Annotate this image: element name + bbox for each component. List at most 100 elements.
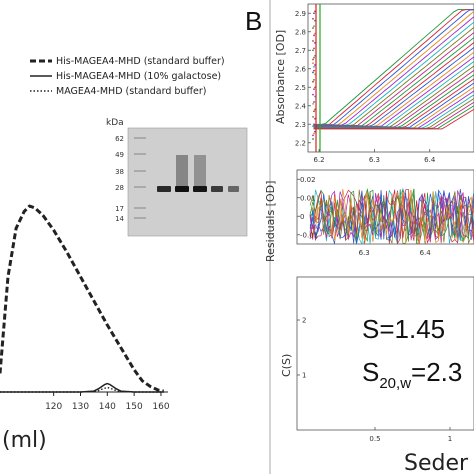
abs-x-tick-label: 6.3 — [369, 156, 380, 164]
abs-scan-point — [312, 134, 314, 137]
legend-label-3: MAGEA4-MHD (standard buffer) — [56, 86, 206, 97]
abs-scan-point — [312, 40, 314, 42]
abs-y-tick-label: 2.6 — [295, 65, 307, 73]
residual-trace — [309, 189, 474, 244]
abs-scan-point — [313, 132, 315, 135]
residual-trace — [309, 188, 474, 244]
abs-scan-curve — [313, 9, 474, 125]
abs-scan-point — [312, 49, 314, 52]
legend-item-1: His-MAGEA4-MHD (standard buffer) — [30, 56, 225, 67]
res-y-tick-label: -0.01 — [300, 231, 318, 239]
residuals-plot: 0.02 0.01 0 -0.01 6.3 6.4 Residuals [OD] — [264, 169, 474, 262]
res-x-tick-label: 6.3 — [359, 249, 370, 257]
gel-ladder-band — [134, 170, 146, 172]
legend-label-2: His-MAGEA4-MHD (10% galactose) — [56, 71, 221, 82]
legend-item-3: MAGEA4-MHD (standard buffer) — [30, 86, 206, 97]
gel-inset: kDa 62 49 38 28 17 14 — [106, 118, 248, 237]
gel-marker-label: 38 — [115, 168, 124, 176]
s-value-text: S=1.45 — [362, 314, 445, 344]
residual-trace — [309, 188, 474, 244]
s20w-main: S — [362, 357, 379, 387]
gel-marker-label: 49 — [115, 151, 124, 159]
abs-scan-point — [312, 17, 314, 20]
gel-unit-label: kDa — [106, 118, 124, 128]
x-tick-label: 140 — [99, 402, 116, 412]
gel-ladder-band — [134, 137, 146, 139]
abs-scan-point — [313, 66, 315, 68]
residual-trace — [309, 190, 474, 242]
abs-scan-point — [312, 115, 314, 118]
abs-scan-point — [313, 88, 315, 90]
res-y-tick-label: 0 — [300, 213, 304, 221]
abs-scan-curve — [313, 10, 474, 126]
gel-marker-label: 28 — [115, 184, 124, 192]
abs-scan-point — [313, 78, 315, 81]
x-tick-label: 130 — [72, 402, 89, 412]
res-x-tick-label: 6.4 — [420, 249, 432, 257]
gel-ladder-band — [134, 217, 146, 219]
abs-scan-point — [313, 69, 315, 72]
cs-xlabel: Seder — [404, 451, 469, 474]
gel-protein-band — [175, 186, 189, 192]
gel-lane-smear — [176, 155, 188, 186]
abs-x-tick-label: 6.4 — [424, 156, 436, 164]
series-line-2 — [0, 382, 164, 393]
s20w-value-text: S20,w=2.3 — [362, 357, 462, 392]
residual-trace — [309, 188, 474, 244]
abs-scan-point — [312, 27, 314, 29]
abs-y-tick-label: 2.2 — [295, 139, 306, 147]
s20w-subscript: 20,w — [379, 375, 411, 392]
chromatogram: 120 130 140 150 160 (ml) — [0, 204, 170, 453]
panel-letter-b: B — [245, 6, 262, 36]
s20w-rest: =2.3 — [411, 357, 462, 387]
abs-scan-curve — [313, 9, 474, 126]
abs-y-tick-label: 2.8 — [295, 28, 306, 36]
panel-b: B 2.9 2.8 2.7 2.6 2.5 2.4 2.3 2.2 6.2 6.3 6.4 Abs… — [245, 0, 474, 474]
gel-marker-label: 62 — [115, 135, 124, 143]
cs-frame — [296, 276, 474, 431]
abs-y-tick-label: 2.7 — [295, 47, 306, 55]
abs-scan-point — [313, 56, 315, 59]
series-line-1 — [0, 204, 164, 393]
abs-scan-point — [312, 62, 314, 65]
abs-y-tick-label: 2.5 — [295, 84, 306, 92]
series-line-3 — [0, 386, 164, 393]
gel-protein-band — [193, 186, 207, 192]
gel-protein-band — [211, 186, 223, 192]
abs-scan-point — [313, 34, 315, 37]
res-y-tick-label: 0.01 — [300, 194, 316, 202]
gel-protein-band — [228, 186, 239, 192]
abs-y-tick-label: 2.4 — [295, 102, 307, 110]
abs-scan-point — [313, 123, 315, 126]
abs-scan-point — [312, 80, 314, 83]
x-axis-label: (ml) — [2, 428, 47, 453]
abs-y-tick-label: 2.9 — [295, 10, 306, 18]
abs-scan-point — [312, 71, 314, 74]
abs-scan-point — [313, 47, 315, 50]
abs-y-tick-label: 2.3 — [295, 121, 306, 129]
cs-y-tick-label: 1 — [302, 372, 306, 380]
abs-scan-point — [312, 103, 314, 105]
gel-lane-smear — [194, 155, 206, 186]
gel-ladder-band — [134, 186, 146, 188]
abs-scan-point — [312, 58, 314, 61]
residuals-ylabel: Residuals [OD] — [264, 181, 277, 262]
cs-y-tick-label: 2 — [302, 317, 306, 325]
absorbance-ylabel: Absorbance [OD] — [274, 30, 287, 124]
abs-scan-point — [312, 125, 314, 127]
gel-ladder-band — [134, 153, 146, 155]
abs-scan-point — [313, 25, 315, 28]
absorbance-plot: 2.9 2.8 2.7 2.6 2.5 2.4 2.3 2.2 6.2 6.3 6.4 Absor… — [274, 3, 474, 164]
abs-x-tick-label: 6.2 — [313, 156, 324, 164]
abs-scan-point — [312, 138, 314, 140]
abs-scan-point — [312, 93, 314, 96]
x-tick-label: 120 — [45, 402, 62, 412]
gel-ladder-band — [134, 207, 146, 209]
abs-scan-point — [313, 12, 315, 15]
legend-label-1: His-MAGEA4-MHD (standard buffer) — [56, 56, 225, 67]
x-tick-label: 160 — [152, 402, 169, 412]
legend-item-2: His-MAGEA4-MHD (10% galactose) — [30, 71, 221, 82]
abs-scan-point — [313, 101, 315, 103]
x-tick-label: 150 — [126, 402, 143, 412]
